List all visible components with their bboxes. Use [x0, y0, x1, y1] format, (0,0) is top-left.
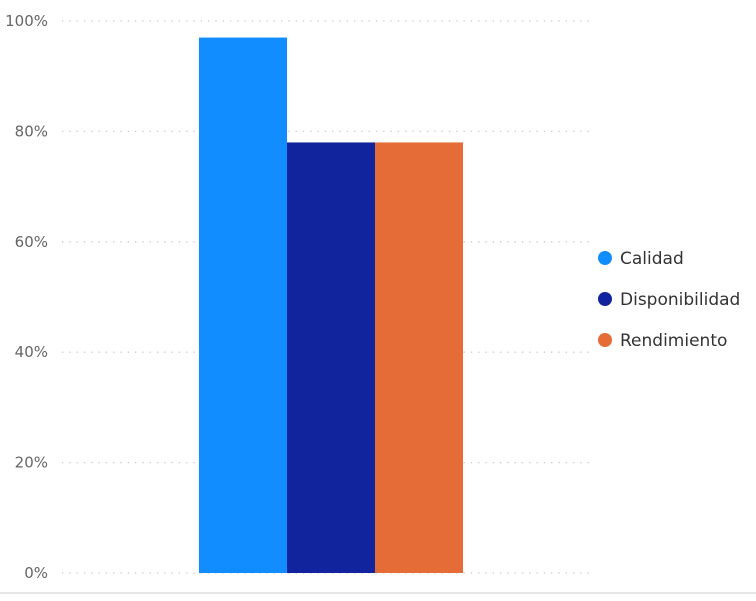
- y-tick-label: 60%: [15, 233, 48, 251]
- legend-marker-icon: [598, 333, 612, 347]
- y-tick-label: 20%: [15, 454, 48, 472]
- gridlines: [62, 20, 592, 574]
- bar-calidad[interactable]: [199, 37, 287, 574]
- legend-item-rendimiento[interactable]: Rendimiento: [598, 331, 727, 351]
- legend-item-disponibilidad[interactable]: Disponibilidad: [598, 290, 740, 310]
- bar-rendimiento[interactable]: [375, 142, 463, 573]
- y-tick-label: 100%: [5, 12, 48, 30]
- legend-label: Disponibilidad: [620, 290, 740, 310]
- y-tick-label: 40%: [15, 343, 48, 361]
- y-axis: 0% 20% 40% 60% 80% 100%: [5, 12, 48, 582]
- y-tick-label: 80%: [15, 122, 48, 140]
- legend[interactable]: Calidad Disponibilidad Rendimiento: [598, 249, 740, 351]
- bar-disponibilidad[interactable]: [287, 142, 375, 573]
- legend-marker-icon: [598, 251, 612, 265]
- y-tick-label: 0%: [24, 564, 48, 582]
- plot-area: [199, 37, 463, 574]
- bottom-divider: [0, 592, 756, 594]
- legend-item-calidad[interactable]: Calidad: [598, 249, 684, 269]
- legend-marker-icon: [598, 292, 612, 306]
- legend-label: Rendimiento: [620, 331, 727, 351]
- legend-label: Calidad: [620, 249, 684, 269]
